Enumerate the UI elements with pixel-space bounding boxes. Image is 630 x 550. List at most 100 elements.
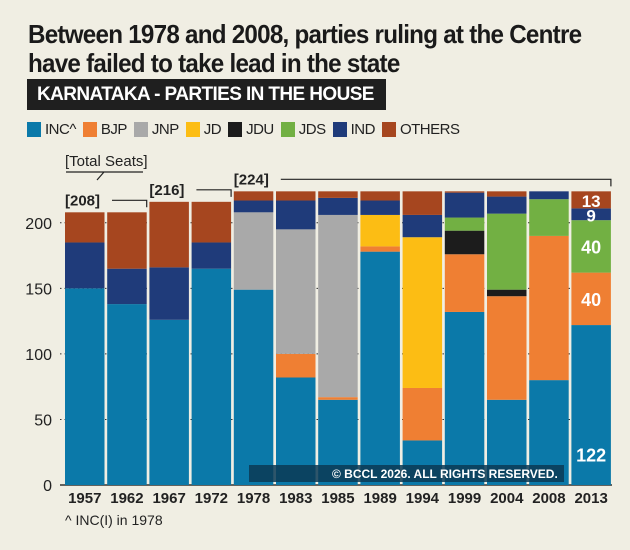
- bar-segment-bjp: [402, 387, 443, 441]
- x-tick-label: 1978: [237, 490, 270, 507]
- legend-label: INC^: [45, 121, 76, 138]
- bar-segment-ind: [276, 200, 316, 230]
- bar-segment-ind: [402, 214, 443, 238]
- caption-pointer: [66, 171, 143, 181]
- bracket-line: [112, 199, 148, 208]
- bar-segment-jd: [402, 237, 443, 388]
- bar-segment-ind: [487, 196, 527, 214]
- legend-swatch: [280, 122, 295, 137]
- x-tick-label: 1983: [279, 490, 312, 507]
- bar-segment-inc: [65, 288, 105, 485]
- legend-item: INC^: [27, 121, 76, 138]
- legend: INC^ BJP JNP JD JDU JDS IND OTHERS: [27, 121, 460, 138]
- data-label: 40: [581, 290, 601, 310]
- bar-segment-inc: [149, 319, 189, 485]
- bracket-line: [280, 178, 612, 187]
- bar-segment-ind: [444, 192, 485, 218]
- legend-item: OTHERS: [381, 121, 460, 138]
- bar-segment-inc: [444, 311, 485, 485]
- bar-segment-inc: [107, 304, 147, 485]
- x-tick-label: 1967: [152, 490, 185, 507]
- data-label: 40: [581, 237, 601, 257]
- bar-segment-ind: [233, 200, 274, 213]
- legend-item: JD: [185, 121, 222, 138]
- x-tick-label: 1957: [68, 490, 101, 507]
- y-tick-label: 200: [25, 216, 52, 233]
- bar-segment-others: [191, 201, 232, 243]
- y-tick-label: 0: [43, 478, 52, 495]
- legend-item: BJP: [82, 121, 128, 138]
- bar-segment-inc: [233, 289, 274, 485]
- bar-segment-ind: [149, 267, 189, 320]
- x-tick-label: 1962: [110, 490, 143, 507]
- watermark-band: [249, 465, 564, 482]
- legend-swatch: [381, 122, 396, 137]
- bar-segment-jdu: [444, 230, 485, 255]
- bar-segment-jnp: [276, 229, 316, 354]
- legend-item: JNP: [133, 121, 179, 138]
- legend-label: JDU: [246, 121, 274, 138]
- bar-segment-bjp: [571, 272, 611, 326]
- bar-segment-jnp: [318, 214, 358, 398]
- footnote: ^ INC(I) in 1978: [65, 512, 163, 528]
- bar-segment-bjp: [444, 254, 485, 312]
- bar-segment-jdu: [487, 289, 527, 297]
- legend-swatch: [27, 122, 41, 137]
- bar-segment-ind: [360, 200, 400, 215]
- bar-segment-inc: [191, 268, 232, 485]
- x-tick-label: 1985: [321, 490, 354, 507]
- bar-segment-others: [107, 212, 147, 269]
- bar-segment-others: [276, 191, 316, 201]
- bar-segment-jds: [487, 213, 527, 290]
- chart-title: Between 1978 and 2008, parties ruling at…: [28, 19, 582, 78]
- legend-swatch: [185, 122, 200, 137]
- bar-segment-ind: [191, 242, 232, 269]
- bar-segment-ind: [571, 208, 611, 221]
- x-tick-label: 1972: [195, 490, 228, 507]
- bar-segment-bjp: [360, 246, 400, 252]
- bar-segment-others: [65, 212, 105, 243]
- bar-segment-inc: [571, 325, 611, 485]
- bar-segment-bjp: [318, 397, 358, 400]
- bar-segment-jnp: [233, 212, 274, 290]
- legend-label: OTHERS: [399, 121, 460, 138]
- bar-segment-others: [402, 191, 443, 215]
- legend-label: JD: [203, 121, 222, 138]
- legend-swatch: [82, 122, 97, 137]
- chart-subtitle: KARNATAKA - PARTIES IN THE HOUSE: [27, 79, 386, 110]
- total-seats-label: [216]: [149, 182, 184, 199]
- legend-label: IND: [350, 121, 376, 138]
- total-seats-label: [208]: [65, 192, 100, 209]
- data-label: 122: [576, 445, 606, 465]
- x-tick-label: 2004: [490, 490, 524, 507]
- x-tick-label: 2008: [532, 490, 565, 507]
- bar-segment-others: [571, 191, 611, 209]
- data-label: 9: [586, 206, 595, 225]
- bar-segment-bjp: [487, 296, 527, 400]
- watermark: © BCCL 2026. ALL RIGHTS RESERVED.: [332, 467, 558, 481]
- bar-segment-ind: [65, 242, 105, 289]
- bar-segment-others: [149, 201, 189, 268]
- bar-segment-others: [360, 191, 400, 201]
- bracket-line: [196, 189, 232, 197]
- legend-item: JDU: [228, 121, 274, 138]
- x-tick-label: 1989: [363, 490, 396, 507]
- legend-swatch: [228, 122, 243, 137]
- bar-segment-inc: [360, 251, 400, 485]
- bar-segment-jds: [529, 199, 569, 236]
- x-tick-label: 2013: [574, 490, 607, 507]
- x-tick-label: 1999: [448, 490, 481, 507]
- y-tick-label: 50: [34, 412, 52, 429]
- legend-item: JDS: [280, 121, 326, 138]
- legend-label: BJP: [100, 121, 128, 138]
- legend-label: JNP: [151, 121, 179, 138]
- bar-segment-bjp: [276, 353, 316, 378]
- y-tick-label: 150: [25, 281, 52, 298]
- y-tick-label: 100: [25, 347, 52, 364]
- bar-segment-others: [318, 191, 358, 198]
- bar-segment-bjp: [529, 235, 569, 381]
- legend-swatch: [332, 122, 347, 137]
- bar-segment-others: [233, 191, 274, 201]
- legend-item: IND: [332, 121, 376, 138]
- legend-label: JDS: [298, 121, 326, 138]
